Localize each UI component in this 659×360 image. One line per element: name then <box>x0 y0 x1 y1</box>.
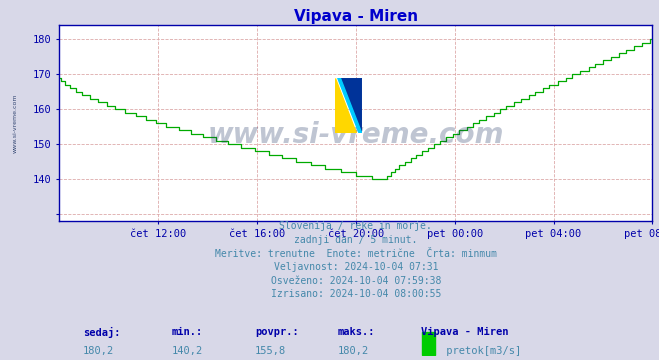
Text: Vipava - Miren: Vipava - Miren <box>421 327 509 337</box>
Text: pretok[m3/s]: pretok[m3/s] <box>440 346 521 356</box>
Text: sedaj:: sedaj: <box>83 327 121 338</box>
Text: min.:: min.: <box>172 327 203 337</box>
Text: maks.:: maks.: <box>338 327 376 337</box>
Text: 140,2: 140,2 <box>172 346 203 356</box>
Text: 180,2: 180,2 <box>83 346 114 356</box>
Text: povpr.:: povpr.: <box>255 327 299 337</box>
Title: Vipava - Miren: Vipava - Miren <box>294 9 418 24</box>
Text: www.si-vreme.com: www.si-vreme.com <box>13 94 17 153</box>
Text: www.si-vreme.com: www.si-vreme.com <box>208 121 504 149</box>
FancyBboxPatch shape <box>422 333 436 355</box>
Text: 155,8: 155,8 <box>255 346 286 356</box>
Text: Slovenija / reke in morje.
zadnji dan / 5 minut.
Meritve: trenutne  Enote: metri: Slovenija / reke in morje. zadnji dan / … <box>215 221 497 300</box>
Text: 180,2: 180,2 <box>338 346 369 356</box>
